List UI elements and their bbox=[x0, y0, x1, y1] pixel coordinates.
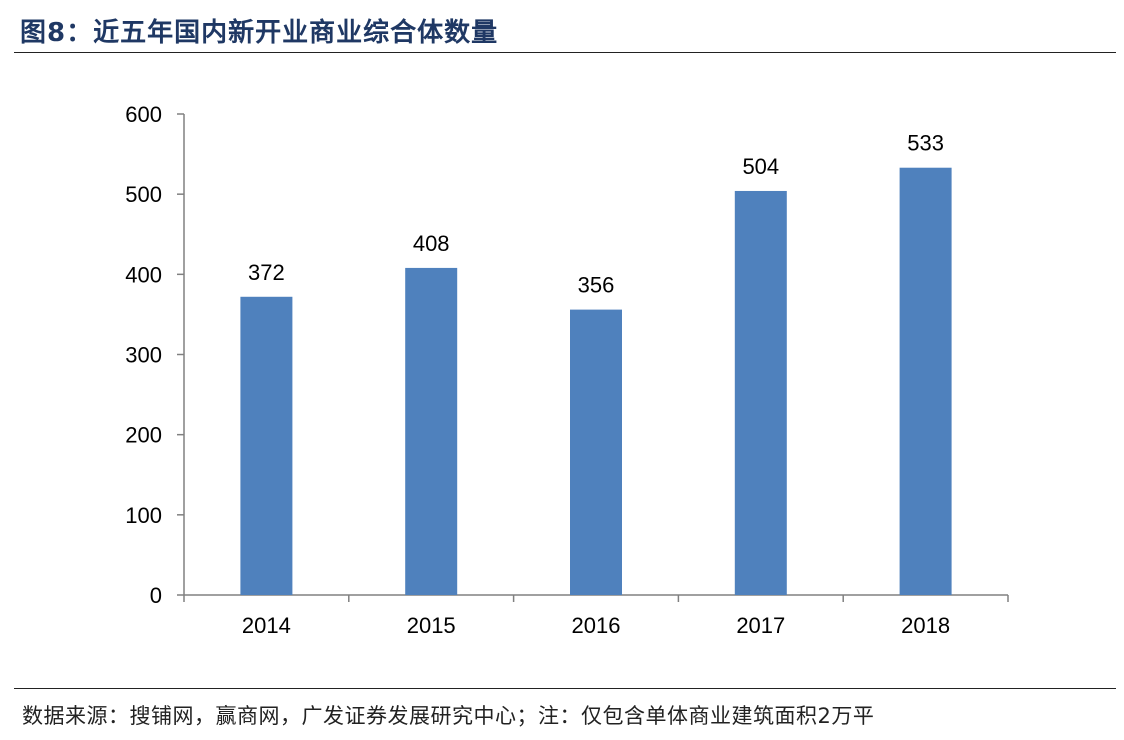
y-tick-label: 200 bbox=[125, 423, 162, 448]
y-tick-label: 300 bbox=[125, 343, 162, 368]
x-tick-label: 2014 bbox=[242, 613, 291, 638]
source-note: 数据来源：搜铺网，赢商网，广发证券发展研究中心；注：仅包含单体商业建筑面积2万平 bbox=[22, 704, 875, 728]
bar-2016 bbox=[570, 309, 622, 595]
x-tick-label: 2015 bbox=[407, 613, 456, 638]
data-labels: 372 408 356 504 533 bbox=[248, 131, 944, 298]
bars bbox=[240, 167, 952, 595]
footer-divider bbox=[14, 688, 1116, 689]
x-tick-label: 2018 bbox=[901, 613, 950, 638]
bar-2015 bbox=[405, 267, 458, 595]
bar-2018 bbox=[899, 167, 952, 595]
title-divider bbox=[14, 52, 1116, 53]
bar-2014 bbox=[240, 296, 293, 595]
chart-title: 图8：近五年国内新开业商业综合体数量 bbox=[20, 18, 499, 48]
y-tick-label: 400 bbox=[125, 262, 162, 287]
data-label-2015: 408 bbox=[413, 231, 450, 256]
data-label-2017: 504 bbox=[742, 154, 779, 179]
y-tick-label: 500 bbox=[125, 182, 162, 207]
data-label-2018: 533 bbox=[907, 131, 944, 156]
y-axis: 0 100 200 300 400 500 600 bbox=[125, 102, 185, 608]
data-label-2016: 356 bbox=[578, 273, 615, 298]
x-tick-label: 2017 bbox=[736, 613, 785, 638]
bar-2017 bbox=[734, 190, 787, 595]
y-tick-label: 0 bbox=[150, 583, 162, 608]
y-tick-label: 600 bbox=[125, 102, 162, 127]
y-tick-label: 100 bbox=[125, 503, 162, 528]
x-tick-label: 2016 bbox=[572, 613, 621, 638]
data-label-2014: 372 bbox=[248, 260, 285, 285]
x-axis: 2014 2015 2016 2017 2018 bbox=[183, 594, 1009, 638]
